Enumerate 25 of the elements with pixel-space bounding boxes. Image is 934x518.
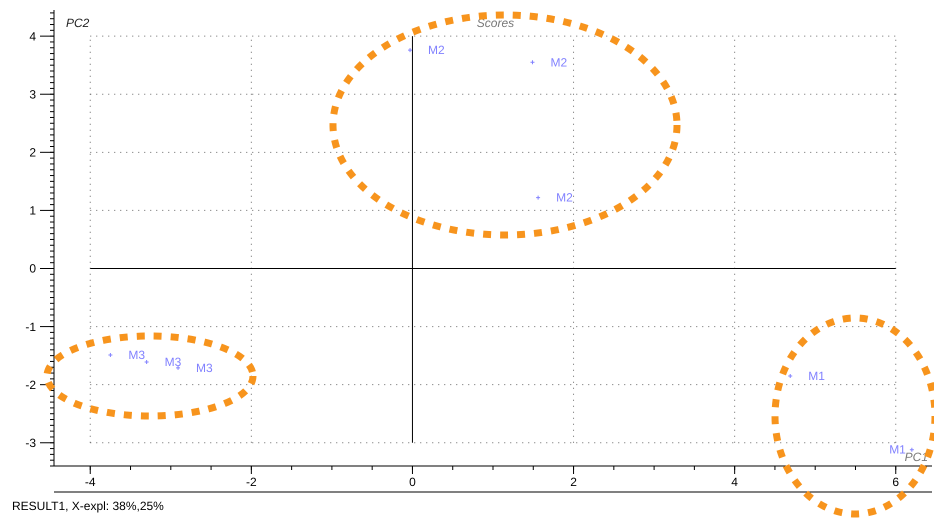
text: M2 (556, 190, 573, 205)
y-tick-label: -1 (25, 320, 36, 334)
y-axis-title: PC2 (66, 16, 90, 30)
y-tick-label: 4 (29, 29, 36, 44)
series-label: M2 (428, 43, 446, 58)
x-tick-label: 4 (731, 475, 738, 489)
text: M3 (164, 355, 182, 370)
y-tick-label: -3 (25, 436, 36, 450)
x-tick-label: 6 (892, 475, 900, 489)
y-tick-label: 1 (29, 204, 36, 218)
y-tick-label: 3 (29, 87, 36, 102)
series-label: M3 (128, 348, 146, 362)
text: M2 (550, 55, 568, 70)
text: M1 (808, 368, 825, 383)
y-tick-label: -2 (25, 378, 36, 392)
text: RESULT1, X-expl: 38%,25% (12, 499, 164, 513)
x-tick-label: -2 (246, 475, 258, 489)
y-tick-label: 0 (29, 262, 36, 276)
x-tick-label: 2 (570, 475, 578, 489)
x-tick-label: 0 (409, 475, 416, 489)
series-label: M1 (889, 442, 906, 457)
text: M3 (196, 360, 213, 375)
x-tick-label: -4 (84, 475, 96, 489)
y-tick-label: 2 (29, 146, 36, 160)
text: Scores (476, 16, 514, 30)
